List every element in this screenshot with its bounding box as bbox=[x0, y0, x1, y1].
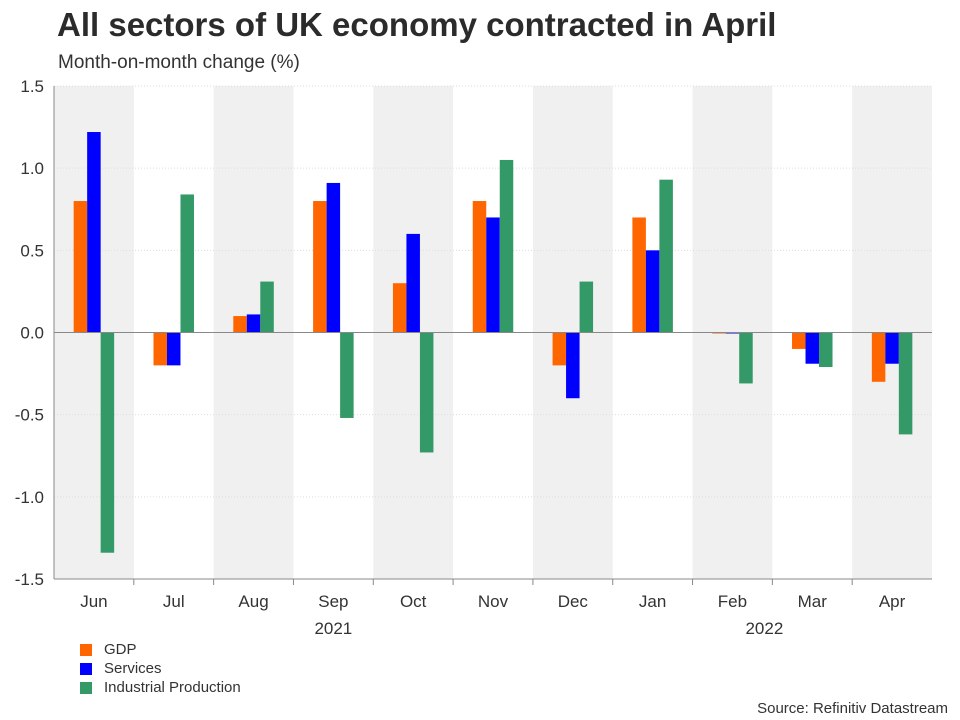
x-tick-label: Mar bbox=[798, 592, 828, 611]
x-tick-label: Nov bbox=[478, 592, 509, 611]
bar-industrial-production bbox=[499, 159, 514, 333]
source-note: Source: Refinitiv Datastream bbox=[757, 700, 948, 717]
legend-label-services: Services bbox=[104, 660, 162, 677]
bar-gdp bbox=[792, 332, 806, 349]
bar-gdp bbox=[392, 283, 407, 333]
legend-item-industrial-production: Industrial Production bbox=[80, 678, 241, 697]
bar-industrial-production bbox=[579, 281, 594, 333]
y-tick-label: 0.5 bbox=[20, 241, 44, 260]
x-tick-label: Aug bbox=[238, 592, 268, 611]
x-tick-label: Apr bbox=[879, 592, 906, 611]
x-tick-label: Jul bbox=[163, 592, 185, 611]
bar-gdp bbox=[632, 217, 646, 333]
legend-item-services: Services bbox=[80, 659, 241, 678]
bar-services bbox=[87, 132, 101, 333]
bar-services bbox=[326, 182, 341, 333]
y-tick-label: -0.5 bbox=[15, 406, 44, 425]
bar-gdp bbox=[871, 332, 886, 382]
bar-industrial-production bbox=[100, 332, 115, 553]
x-year-label: 2022 bbox=[745, 619, 783, 638]
bar-services bbox=[246, 314, 261, 333]
bar-services bbox=[166, 332, 181, 366]
bar-gdp bbox=[153, 332, 167, 366]
bar-services bbox=[406, 233, 420, 333]
bar-services bbox=[885, 332, 899, 364]
x-tick-label: Dec bbox=[558, 592, 589, 611]
bar-industrial-production bbox=[659, 179, 673, 333]
y-tick-label: -1.5 bbox=[15, 570, 44, 589]
bar-industrial-production bbox=[340, 332, 354, 418]
chart-subtitle: Month-on-month change (%) bbox=[58, 52, 300, 73]
bar-gdp bbox=[472, 201, 487, 333]
x-tick-label: Sep bbox=[318, 592, 348, 611]
bar-industrial-production bbox=[419, 332, 434, 453]
bar-services bbox=[805, 332, 820, 364]
legend-swatch-services bbox=[80, 662, 92, 675]
y-tick-label: 0.0 bbox=[20, 324, 44, 343]
y-tick-label: 1.0 bbox=[20, 159, 44, 178]
bar-industrial-production bbox=[898, 332, 913, 435]
y-tick-label: -1.0 bbox=[15, 488, 44, 507]
bar-services bbox=[486, 217, 500, 333]
x-tick-label: Jan bbox=[639, 592, 666, 611]
chart-title: All sectors of UK economy contracted in … bbox=[57, 6, 777, 43]
x-year-label: 2021 bbox=[314, 619, 352, 638]
legend-swatch-gdp bbox=[80, 643, 92, 656]
bar-gdp bbox=[313, 201, 327, 333]
legend-swatch-industrial-production bbox=[80, 681, 92, 694]
bar-industrial-production bbox=[180, 194, 194, 333]
bar-gdp bbox=[73, 201, 88, 333]
x-tick-label: Jun bbox=[80, 592, 107, 611]
bar-gdp bbox=[233, 316, 247, 333]
bar-gdp bbox=[552, 332, 567, 366]
bar-industrial-production bbox=[819, 332, 833, 368]
bar-services bbox=[645, 250, 660, 333]
legend: GDP Services Industrial Production bbox=[80, 640, 241, 697]
legend-item-gdp: GDP bbox=[80, 640, 241, 659]
bar-services bbox=[566, 332, 580, 399]
legend-label-industrial-production: Industrial Production bbox=[104, 679, 241, 696]
y-tick-label: 1.5 bbox=[20, 77, 44, 96]
legend-label-gdp: GDP bbox=[104, 641, 137, 658]
x-tick-label: Oct bbox=[400, 592, 427, 611]
x-tick-label: Feb bbox=[718, 592, 747, 611]
bar-industrial-production bbox=[260, 281, 274, 333]
bar-industrial-production bbox=[739, 332, 753, 384]
